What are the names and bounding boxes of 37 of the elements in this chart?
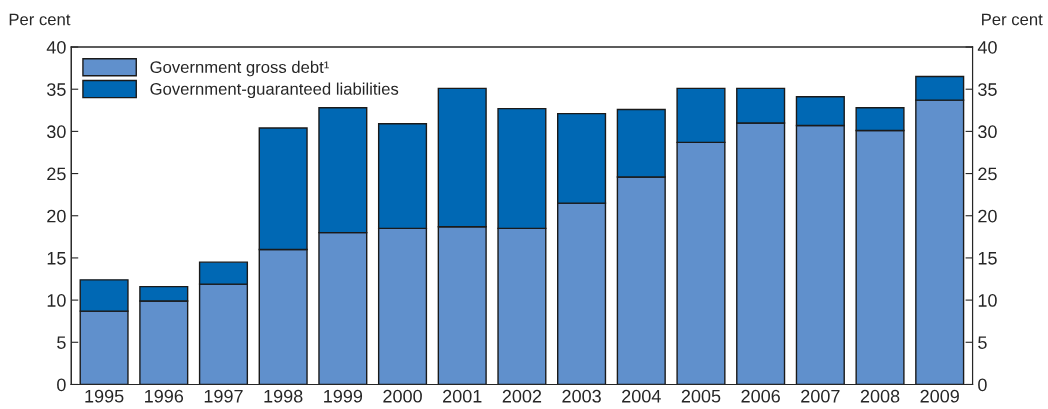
y2-tick-label: 15: [978, 252, 997, 265]
y2-tick-label: 35: [978, 83, 997, 96]
x-tick-label: 2001: [443, 389, 482, 403]
x-tick-label: 1996: [145, 389, 184, 403]
y2-tick-label: 25: [978, 167, 997, 181]
legend-label: Government gross debt¹: [150, 60, 329, 77]
y2-tick-label: 40: [977, 40, 997, 54]
y2-tick-label: 30: [978, 125, 997, 139]
x-tick-label: 2006: [741, 389, 780, 403]
y-tick-label: 40: [46, 40, 66, 54]
y-tick-label: 20: [47, 209, 66, 223]
y-tick-label: 25: [47, 167, 66, 181]
y2-tick-label: 0: [978, 378, 987, 392]
x-tick-label: 1999: [324, 389, 363, 403]
x-tick-label: 2004: [622, 389, 661, 403]
y-tick-label: 10: [47, 294, 66, 307]
y-tick-label: 15: [47, 252, 66, 265]
x-tick-label: 2005: [681, 389, 721, 403]
x-tick-label: 1998: [264, 389, 303, 403]
x-tick-label: 2002: [502, 389, 542, 403]
x-tick-label: 2009: [920, 389, 959, 403]
y2-tick-label: 5: [978, 336, 987, 349]
y-tick-label: 0: [57, 378, 66, 392]
y2-axis-title: Per cent: [982, 13, 1043, 26]
x-tick-label: 2000: [383, 389, 422, 403]
y2-tick-label: 10: [978, 294, 997, 307]
x-tick-label: 1997: [204, 389, 243, 403]
y-tick-label: 35: [47, 83, 66, 96]
x-tick-label: 2003: [562, 389, 601, 403]
x-tick-label: 1995: [85, 389, 124, 403]
y-tick-label: 30: [47, 125, 66, 139]
x-tick-label: 2008: [860, 389, 900, 403]
y2-tick-label: 20: [978, 209, 997, 223]
x-tick-label: 2007: [801, 389, 840, 403]
y-axis-title: Per cent: [9, 13, 71, 26]
y-tick-label: 5: [57, 336, 66, 349]
legend-label: Government-guaranteed liabilities: [150, 82, 399, 99]
